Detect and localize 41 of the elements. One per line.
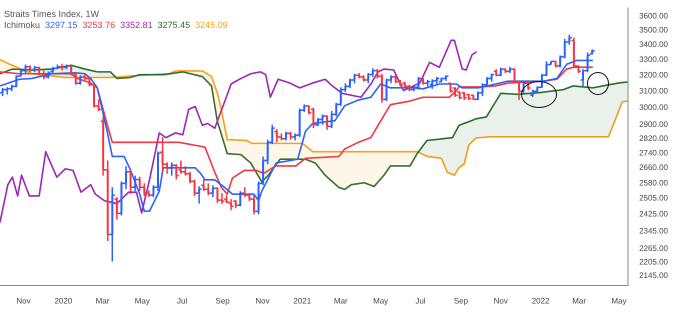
y-tick-label: 3200.00 (639, 70, 669, 80)
x-tick-label: Jul (415, 296, 426, 306)
y-tick-label: 3100.00 (639, 86, 669, 96)
x-tick-label: Nov (494, 296, 508, 306)
x-tick-label: Nov (255, 296, 270, 306)
annotation: Ichimoku (4, 20, 40, 30)
annotation: 3297.15 (45, 20, 78, 30)
x-tick-label: Mar (572, 296, 586, 306)
y-tick-label: 2505.00 (639, 193, 669, 202)
x-tick-label: 2021 (293, 296, 312, 306)
y-tick-label: 2660.00 (639, 163, 669, 172)
y-tick-label: 2900.00 (639, 120, 669, 129)
x-tick-label: Mar (96, 296, 110, 306)
x-tick-label: 2020 (54, 296, 73, 306)
annotation: 3245.09 (195, 20, 228, 30)
y-tick-label: 2345.00 (639, 226, 669, 236)
y-tick-label: 2265.00 (639, 244, 669, 253)
x-tick-label: May (134, 296, 150, 306)
y-tick-label: 3400.00 (639, 40, 669, 50)
y-tick-label: 3500.00 (639, 26, 669, 35)
y-tick-label: 3300.00 (639, 55, 669, 64)
chart-title: Straits Times Index, 1W (4, 8, 100, 19)
y-tick-label: 2740.00 (639, 148, 669, 158)
x-tick-label: Sep (454, 296, 469, 306)
x-tick-label: 2022 (532, 296, 550, 306)
x-tick-label: May (373, 296, 388, 306)
x-tick-label: Jul (177, 296, 188, 306)
y-tick-label: 2580.00 (639, 178, 669, 188)
y-tick-label: 2425.00 (639, 210, 669, 219)
y-tick-label: 3600.00 (639, 11, 669, 20)
annotation: 3275.45 (158, 20, 190, 30)
x-tick-label: Mar (334, 296, 348, 306)
x-tick-label: May (611, 296, 627, 306)
y-tick-label: 3000.00 (639, 102, 669, 112)
y-tick-label: 2145.00 (639, 271, 669, 280)
x-tick-label: Sep (216, 296, 230, 306)
y-tick-label: 2205.00 (639, 257, 669, 266)
x-tick-label: Nov (16, 296, 31, 306)
annotation: 3253.76 (82, 20, 116, 30)
annotation: 3352.81 (120, 20, 153, 30)
y-tick-label: 2820.00 (639, 134, 669, 143)
